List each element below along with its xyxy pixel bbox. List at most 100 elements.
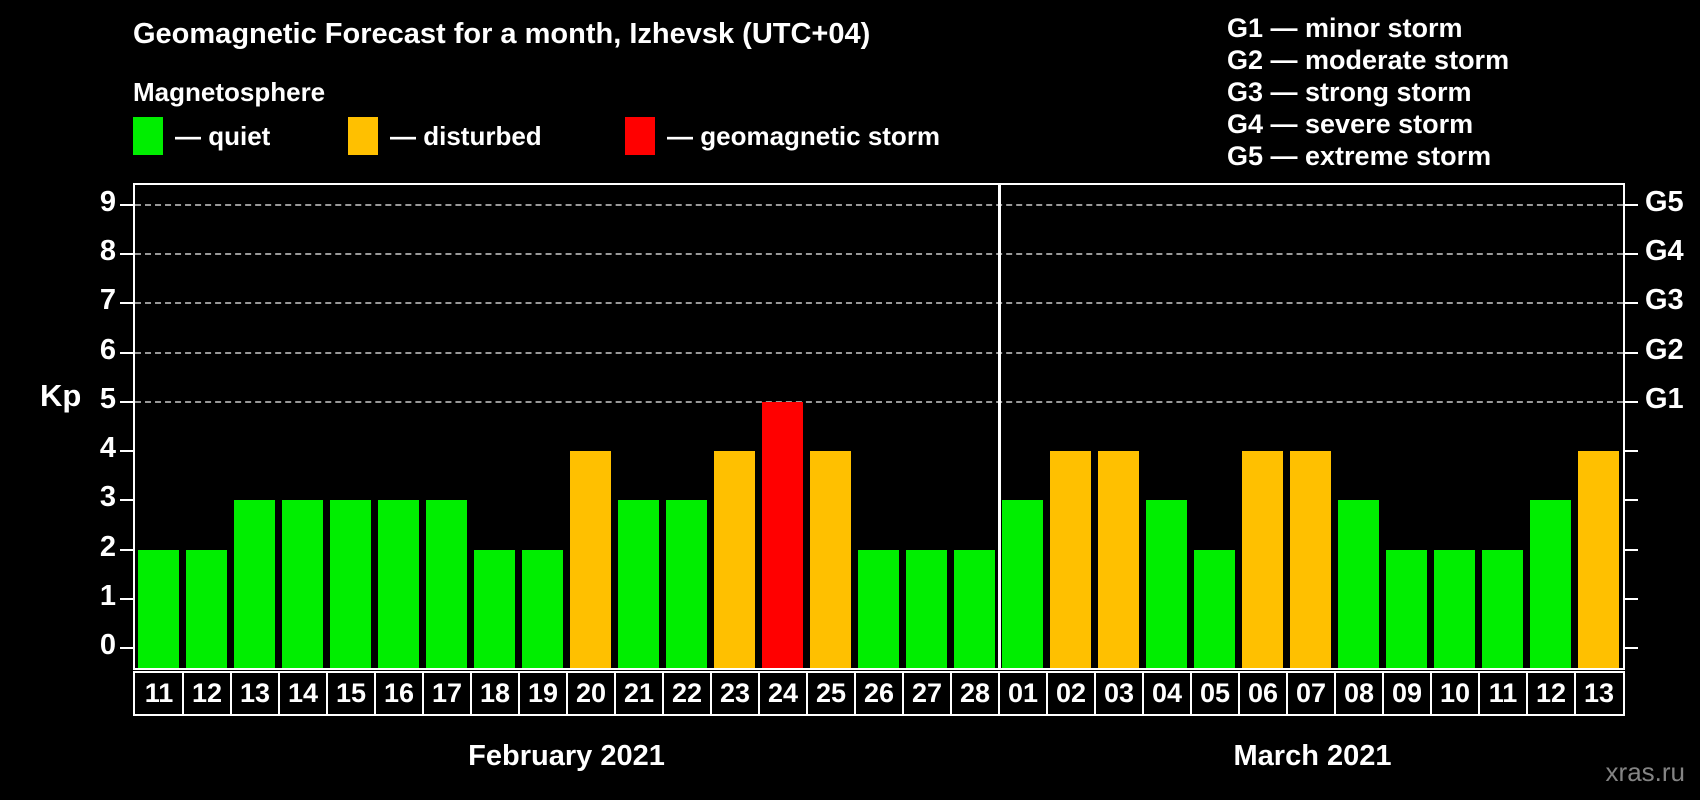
gridline-kp5 xyxy=(135,400,1623,403)
y-tick-right-0 xyxy=(1625,647,1638,650)
legend-item-disturbed: — disturbed xyxy=(348,116,542,156)
storm-scale-line: G5 — extreme storm xyxy=(1227,141,1492,171)
gridline-kp6 xyxy=(135,351,1623,354)
gridline-kp7 xyxy=(135,302,1623,305)
legend-item-quiet: — quiet xyxy=(133,116,270,156)
y-tick-left-0 xyxy=(120,647,133,650)
date-cell-03: 03 xyxy=(1103,678,1135,708)
kp-bar-day-13 xyxy=(234,500,275,668)
kp-bar-day-25 xyxy=(810,451,851,668)
date-divider xyxy=(1046,673,1048,714)
date-cell-13: 13 xyxy=(1583,678,1615,708)
date-cell-28: 28 xyxy=(959,678,991,708)
month-separator xyxy=(997,185,1001,668)
y-tick-right-5 xyxy=(1625,400,1638,403)
date-divider xyxy=(662,673,664,714)
kp-bar-day-12 xyxy=(1530,500,1571,668)
kp-bar-day-20 xyxy=(570,451,611,668)
date-cell-11: 11 xyxy=(1488,678,1518,708)
storm-scale-line: G1 — minor storm xyxy=(1227,13,1463,43)
kp-bar-day-21 xyxy=(618,500,659,668)
kp-bar-day-05 xyxy=(1194,549,1235,668)
y-tick-label-5: 5 xyxy=(99,382,116,415)
date-divider xyxy=(326,673,328,714)
y-tick-right-2 xyxy=(1625,548,1638,551)
g-axis-label-g5: G5 xyxy=(1645,185,1684,218)
date-cell-09: 09 xyxy=(1391,678,1423,708)
kp-bar-day-01 xyxy=(1002,500,1043,668)
y-tick-label-0: 0 xyxy=(99,629,116,662)
kp-bar-day-15 xyxy=(330,500,371,668)
storm-scale-line: G4 — severe storm xyxy=(1227,109,1474,139)
kp-bar-day-07 xyxy=(1290,451,1331,668)
date-divider xyxy=(710,673,712,714)
y-tick-left-7 xyxy=(120,302,133,305)
date-divider xyxy=(614,673,616,714)
date-cell-20: 20 xyxy=(575,678,607,708)
kp-bar-day-04 xyxy=(1146,500,1187,668)
date-divider xyxy=(854,673,856,714)
kp-bar-day-14 xyxy=(282,500,323,668)
magnetosphere-legend: — quiet — disturbed — geomagnetic storm xyxy=(133,116,1033,158)
y-tick-label-8: 8 xyxy=(99,235,116,267)
kp-bar-day-13 xyxy=(1578,451,1619,668)
y-tick-left-1 xyxy=(120,598,133,600)
storm-color-swatch xyxy=(625,117,655,155)
date-divider xyxy=(230,673,232,714)
y-tick-right-1 xyxy=(1625,598,1638,600)
kp-bar-day-19 xyxy=(522,549,563,668)
date-divider xyxy=(902,673,904,714)
storm-scale-line: G2 — moderate storm xyxy=(1227,45,1510,75)
gridline-kp8 xyxy=(135,253,1623,255)
date-divider xyxy=(182,673,184,714)
date-cell-14: 14 xyxy=(287,678,319,708)
date-cell-06: 06 xyxy=(1247,678,1279,708)
date-divider xyxy=(1526,673,1528,714)
kp-bar-day-18 xyxy=(474,549,515,668)
date-cell-11: 11 xyxy=(144,678,174,708)
y-tick-left-8 xyxy=(120,253,133,255)
date-cell-08: 08 xyxy=(1343,678,1375,708)
legend-item-label: — quiet xyxy=(175,120,271,151)
date-divider xyxy=(1382,673,1384,714)
y-tick-left-5 xyxy=(120,400,133,403)
kp-bar-day-24 xyxy=(762,401,803,668)
kp-bar-day-23 xyxy=(714,451,755,668)
storm-scale-line: G3 — strong storm xyxy=(1227,77,1472,107)
g-axis-label-g4: G4 xyxy=(1645,235,1684,267)
date-cell-27: 27 xyxy=(911,678,943,708)
date-divider xyxy=(1190,673,1192,714)
date-divider xyxy=(1094,673,1096,714)
date-divider xyxy=(1574,673,1576,714)
date-cell-02: 02 xyxy=(1055,678,1087,708)
chart-title: Geomagnetic Forecast for a month, Izhevs… xyxy=(133,18,871,50)
kp-bar-day-03 xyxy=(1098,451,1139,668)
gridline-kp9 xyxy=(135,203,1623,206)
date-axis: 11 12 13 14 15 16 17 18 19 20 21 22 23 24 25 26 27 28 01 02… xyxy=(133,671,1625,716)
y-axis-title: Kp xyxy=(40,378,82,413)
date-divider xyxy=(374,673,376,714)
kp-bar-day-09 xyxy=(1386,549,1427,668)
disturbed-color-swatch xyxy=(348,117,378,155)
date-cell-15: 15 xyxy=(335,678,367,708)
date-divider xyxy=(1430,673,1432,714)
date-cell-24: 24 xyxy=(767,678,799,708)
date-cell-21: 21 xyxy=(623,678,655,708)
date-divider xyxy=(998,673,1000,714)
date-divider xyxy=(1478,673,1480,714)
date-divider xyxy=(1238,673,1240,714)
y-tick-right-4 xyxy=(1625,450,1638,453)
date-divider xyxy=(950,673,952,714)
chart-subtitle: Magnetosphere xyxy=(133,77,326,107)
y-tick-label-7: 7 xyxy=(99,284,116,317)
legend-item-label: — geomagnetic storm xyxy=(667,120,941,151)
kp-bar-day-02 xyxy=(1050,451,1091,668)
date-divider xyxy=(470,673,472,714)
date-divider xyxy=(278,673,280,714)
kp-bar-day-17 xyxy=(426,500,467,668)
date-divider xyxy=(566,673,568,714)
y-tick-left-4 xyxy=(120,450,133,453)
y-tick-left-6 xyxy=(120,351,133,354)
kp-bar-day-10 xyxy=(1434,549,1475,668)
